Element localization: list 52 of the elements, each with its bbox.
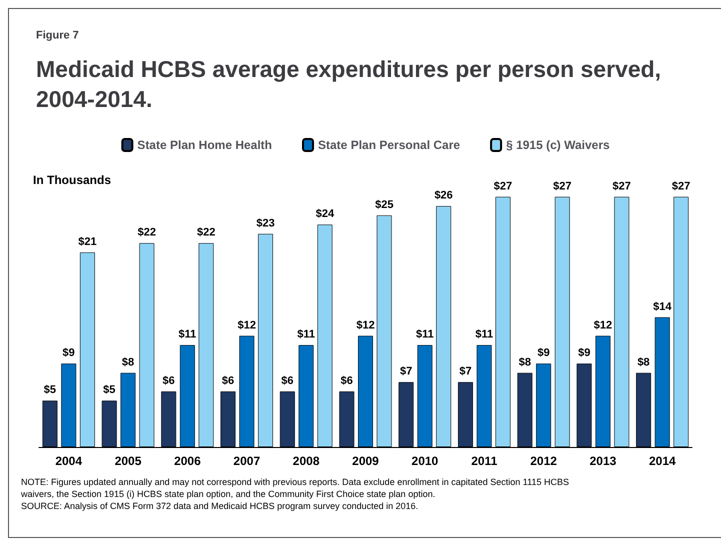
x-tick-label: 2009 (352, 454, 380, 468)
data-label: $27 (612, 180, 631, 192)
data-label: $6 (162, 374, 175, 387)
data-label: $7 (459, 366, 472, 378)
data-label: $5 (44, 384, 56, 396)
data-label: $6 (340, 374, 353, 387)
data-label: $27 (494, 180, 512, 192)
y-axis-title: In Thousands (33, 173, 112, 187)
text: NOTE: Figures updated annually and may not correspond with previous reports. Data exclude enrollment in capitated Section 1115 HCBS waivers, the Section 1915 (i) HCBS state plan option, and the Community First Choice state plan option. (20, 477, 572, 499)
data-label: $26 (434, 190, 453, 202)
data-label: $7 (400, 366, 412, 378)
data-label: $5 (103, 384, 116, 396)
data-label: $9 (537, 347, 550, 360)
data-label: $24 (316, 208, 335, 220)
x-tick-label: 2005 (114, 454, 142, 468)
data-label: $22 (138, 226, 156, 239)
x-tick-label: 2007 (233, 454, 260, 468)
data-label: $9 (62, 347, 75, 360)
data-label: $6 (222, 374, 234, 387)
legend-label: State Plan Home Health (137, 138, 272, 152)
x-tick-label: 2014 (648, 454, 676, 468)
data-label: $8 (122, 356, 134, 368)
data-label: $6 (281, 374, 294, 387)
data-label: $11 (475, 328, 494, 341)
data-label: $25 (375, 198, 394, 211)
data-label: $12 (356, 319, 375, 332)
chart-title: Medicaid HCBS average expenditures per person served, 2004-2014. (36, 56, 668, 112)
x-tick-label: 2010 (412, 454, 439, 468)
data-label: $9 (578, 347, 590, 360)
legend-label: State Plan Personal Care (318, 138, 460, 152)
x-tick-label: 2006 (174, 454, 202, 468)
data-label: $12 (238, 319, 256, 332)
data-label: $11 (416, 328, 434, 341)
chart-subtitle: Figure 7 (36, 30, 79, 42)
data-label: $23 (256, 217, 275, 230)
x-tick-label: 2004 (55, 454, 82, 468)
data-label: $27 (553, 180, 572, 192)
data-label: $11 (297, 328, 316, 341)
x-tick-label: 2012 (530, 454, 558, 468)
data-label: $8 (637, 356, 650, 368)
data-label: $11 (178, 328, 196, 341)
data-label: $12 (594, 319, 612, 332)
legend-label: § 1915 (c) Waivers (506, 138, 610, 152)
data-label: $14 (653, 300, 672, 313)
data-label: $27 (672, 180, 690, 192)
source-note: SOURCE: Analysis of CMS Form 372 data and Medicaid HCBS program survey conducted in 2016. (21, 501, 418, 511)
data-label: $8 (518, 356, 531, 368)
x-tick-label: 2008 (292, 454, 320, 468)
x-tick-label: 2013 (590, 454, 617, 468)
x-tick-label: 2011 (471, 454, 498, 468)
data-label: $21 (78, 236, 97, 248)
data-label: $22 (196, 226, 216, 239)
